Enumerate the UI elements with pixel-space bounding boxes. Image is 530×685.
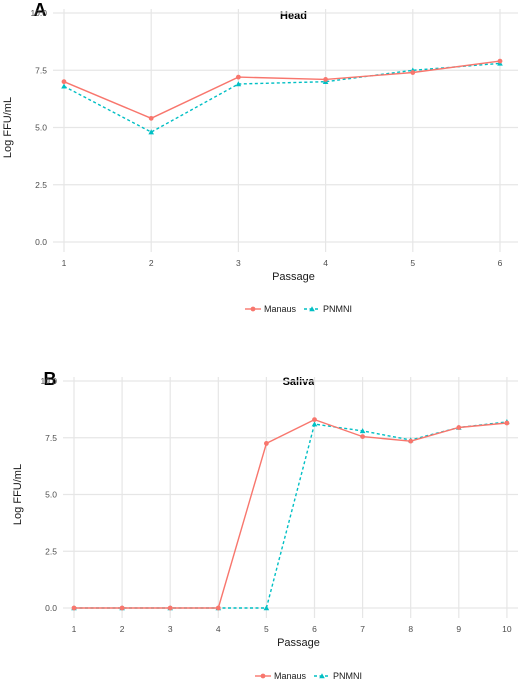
data-point-manaus	[264, 441, 269, 446]
data-point-manaus	[71, 605, 77, 611]
y-tick-label: 10.0	[30, 8, 47, 18]
x-tick-label: 9	[456, 624, 461, 634]
data-point-manaus	[504, 420, 510, 426]
x-tick-label: 4	[216, 624, 221, 634]
legend: Manaus PNMNI	[255, 671, 362, 681]
y-tick-label: 2.5	[45, 546, 57, 556]
y-axis-title: Log FFU/mL	[12, 464, 24, 525]
data-point-manaus	[148, 115, 154, 121]
data-point-pnmni	[61, 83, 67, 89]
legend-label: PNMNI	[333, 671, 362, 681]
chart-title: Head	[280, 10, 307, 22]
series-line-pnmni	[63, 62, 501, 133]
x-tick-label: 3	[236, 258, 241, 268]
data-point-manaus	[215, 605, 221, 611]
series-line-manaus	[74, 418, 507, 609]
x-tick-label: 2	[149, 258, 154, 268]
y-tick-label: 5.0	[35, 123, 47, 133]
panel-label: B	[44, 369, 57, 389]
legend-label: Manaus	[264, 304, 297, 314]
data-point-manaus	[236, 74, 241, 80]
data-point-manaus	[323, 77, 328, 82]
data-point-manaus	[119, 605, 125, 611]
data-point-manaus	[497, 58, 503, 64]
data-point-manaus	[456, 425, 462, 430]
x-tick-label: 5	[410, 258, 415, 268]
chart-panel-head: A Head 0.0 2.5 5.0 7.5 10.0 1 2 3 4 5 6 Passage Log FF…	[2, 0, 518, 314]
x-tick-label: 1	[72, 624, 77, 634]
y-tick-label: 2.5	[35, 180, 47, 190]
x-axis-title: Passage	[272, 271, 315, 283]
legend-swatch-marker	[260, 673, 266, 679]
data-point-manaus	[312, 417, 317, 422]
y-tick-label: 0.0	[45, 603, 57, 613]
chart-panel-saliva: B Saliva 0.0 2.5 5.0 7.5 10.0 1 2 3 4 5 6 7 8 9 10 Passag…	[12, 369, 518, 681]
chart-title: Saliva	[283, 376, 316, 388]
legend: Manaus PNMNI	[245, 304, 352, 314]
legend-swatch-marker	[319, 673, 325, 679]
series-line-pnmni	[74, 421, 507, 609]
x-tick-label: 3	[168, 624, 173, 634]
x-tick-label: 6	[498, 258, 503, 268]
x-tick-label: 7	[360, 624, 365, 634]
data-point-pnmni	[263, 605, 270, 611]
data-point-pnmni	[311, 421, 318, 427]
x-tick-label: 8	[408, 624, 413, 634]
x-tick-label: 2	[120, 624, 125, 634]
y-tick-label: 7.5	[35, 65, 47, 75]
legend-label: Manaus	[274, 671, 307, 681]
data-point-pnmni	[148, 129, 154, 135]
data-point-manaus	[61, 79, 67, 85]
y-tick-label: 0.0	[35, 237, 47, 247]
x-tick-label: 4	[323, 258, 328, 268]
data-point-manaus	[410, 70, 416, 75]
data-point-manaus	[360, 434, 365, 440]
data-point-pnmni	[235, 81, 242, 87]
y-axis-title: Log FFU/mL	[2, 97, 14, 158]
legend-swatch-marker	[309, 306, 315, 312]
panel-label: A	[34, 0, 47, 20]
y-tick-label: 5.0	[45, 490, 57, 500]
y-tick-label: 7.5	[45, 433, 57, 443]
x-tick-label: 1	[62, 258, 67, 268]
y-tick-label: 10.0	[40, 376, 57, 386]
series-line-manaus	[63, 60, 501, 120]
x-axis-title: Passage	[277, 637, 320, 649]
data-point-pnmni	[359, 428, 366, 434]
x-tick-label: 6	[312, 624, 317, 634]
data-point-manaus	[167, 605, 173, 611]
legend-swatch-marker	[250, 306, 256, 312]
x-tick-label: 5	[264, 624, 269, 634]
x-tick-label: 10	[502, 624, 512, 634]
legend-label: PNMNI	[323, 304, 352, 314]
data-point-manaus	[408, 438, 414, 444]
